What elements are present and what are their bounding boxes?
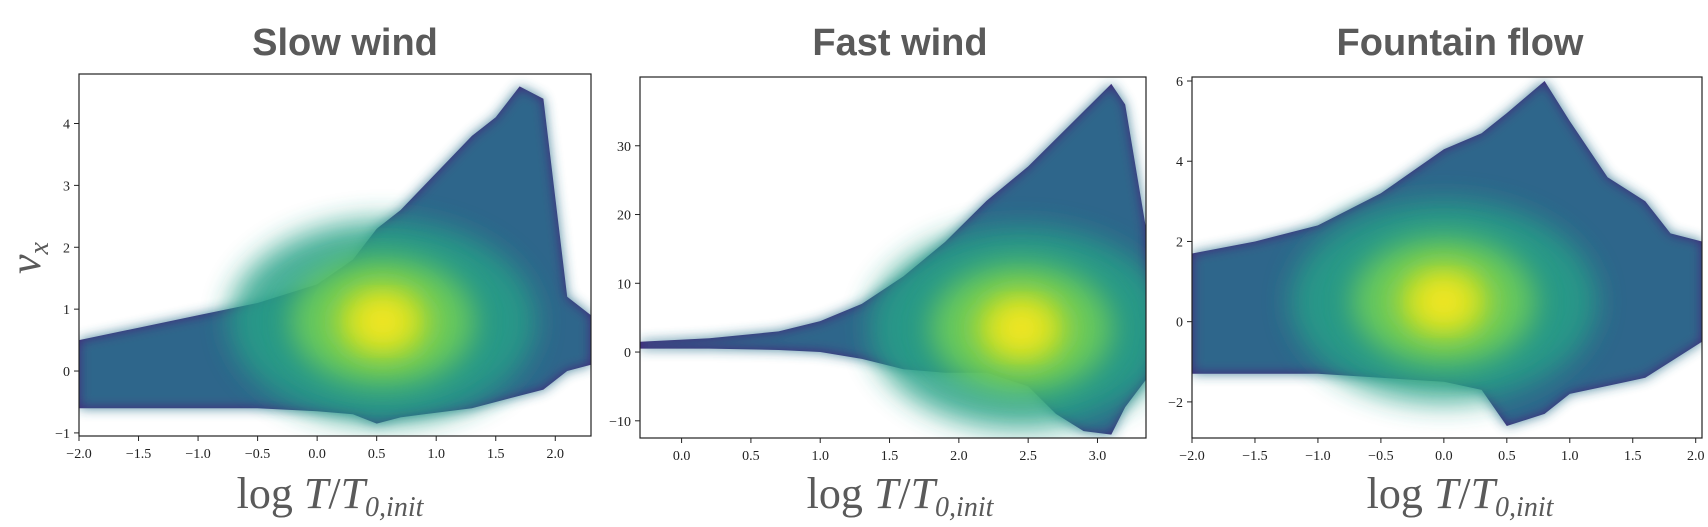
y-tick-label: 4 [63,118,70,133]
y-tick-label: 4 [1176,155,1183,170]
x-tick-label: 0.0 [308,447,326,462]
y-tick-label: −1 [55,427,70,442]
y-tick-label: 6 [1176,75,1183,90]
y-tick-label: 0 [63,365,70,380]
x-tick-label: −1.0 [185,447,210,462]
plot-frame [639,76,1147,439]
x-tick-label: 1.5 [881,449,899,464]
panel-fast-wind: Fast wind 0.0 0.5 1.0 1.5 2.0 2.5 3.0 −10 0 10 20… [609,22,1147,523]
x-axis-label: log T/T0,init [237,469,425,522]
x-tick-label: −1.5 [126,447,151,462]
x-tick-label: −0.5 [1368,449,1393,464]
x-tick-label: 1.0 [427,447,445,462]
x-tick-label: 0.5 [1498,449,1516,464]
panel-title: Slow wind [252,22,438,64]
x-tick-label: 2.0 [950,449,968,464]
x-tick-label: −0.5 [245,447,270,462]
panel-slow-wind: Slow wind −2.0 −1.5 −1.0 −0.5 0.0 0.5 1.0 1.5 2.… [1,22,592,523]
panel-title: Fountain flow [1337,22,1584,64]
x-tick-label: −2.0 [66,447,91,462]
y-tick-label: 0 [1176,316,1183,331]
y-tick-label: −10 [609,415,631,430]
x-tick-label: 2.5 [1019,449,1037,464]
x-tick-label: −2.0 [1179,449,1204,464]
x-tick-label: −1.5 [1242,449,1267,464]
panel-title: Fast wind [812,22,987,64]
panel-fountain-flow: Fountain flow −2.0 −1.5 −1.0 −0.5 0.0 0.5 1.0 1… [1168,22,1704,523]
density-core-3 [362,303,404,340]
plot-frame [1191,76,1703,439]
heatmap-area [79,86,591,424]
heatmap-area [1192,81,1702,426]
x-axis-label: log T/T0,init [1367,469,1555,522]
x-axis-label: log T/T0,init [807,469,995,522]
y-tick-label: 2 [63,241,70,256]
x-tick-label: 1.5 [487,447,505,462]
y-tick-label: 30 [617,140,631,155]
y-tick-label: −2 [1168,396,1183,411]
x-tick-label: 0.0 [673,449,691,464]
x-tick-label: 1.0 [1561,449,1579,464]
y-tick-label: 1 [63,303,70,318]
y-ticks: −2 0 2 4 6 [1168,75,1192,411]
y-tick-label: 2 [1176,235,1183,250]
y-tick-label: 20 [617,209,631,224]
y-ticks: −10 0 10 20 30 [609,140,640,430]
plot-frame [78,73,592,437]
heatmap-area [640,83,1146,435]
x-tick-label: 0.5 [742,449,760,464]
x-tick-label: 1.0 [811,449,829,464]
y-ticks: −1 0 1 2 3 4 [55,118,79,442]
density-core-3 [1423,283,1465,320]
x-tick-label: 0.5 [368,447,386,462]
x-ticks: −2.0 −1.5 −1.0 −0.5 0.0 0.5 1.0 1.5 2.0 [66,436,564,462]
x-tick-label: 2.0 [1687,449,1705,464]
y-tick-label: 10 [617,277,631,292]
x-tick-label: 0.0 [1435,449,1453,464]
x-tick-label: 3.0 [1089,449,1107,464]
x-tick-label: 1.5 [1624,449,1642,464]
density-core-3 [1000,309,1042,347]
x-tick-label: −1.0 [1305,449,1330,464]
y-tick-label: 3 [63,179,70,194]
x-ticks: 0.0 0.5 1.0 1.5 2.0 2.5 3.0 [673,438,1106,464]
y-tick-label: 0 [624,346,631,361]
x-ticks: −2.0 −1.5 −1.0 −0.5 0.0 0.5 1.0 1.5 2.0 [1179,438,1704,464]
y-axis-label: vx [1,241,55,274]
x-tick-label: 2.0 [547,447,565,462]
